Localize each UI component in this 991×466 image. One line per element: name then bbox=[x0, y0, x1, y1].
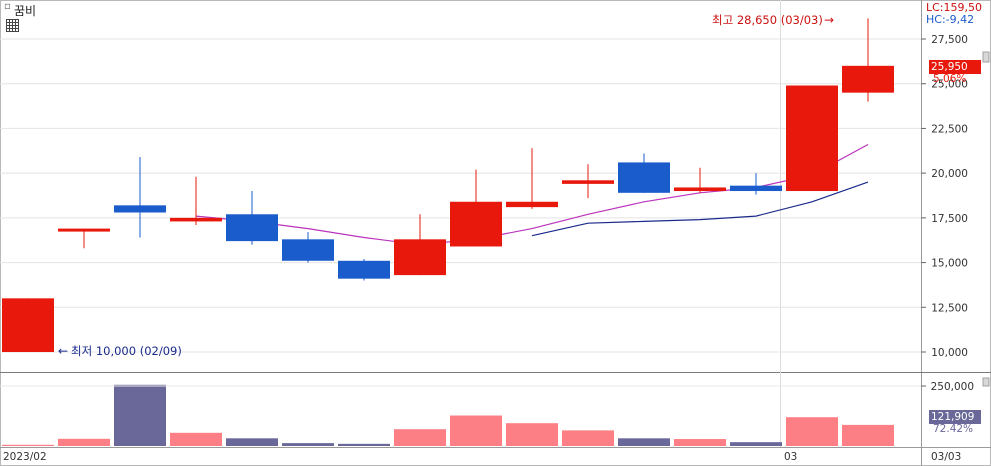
grid-toggle-icon[interactable] bbox=[6, 19, 19, 32]
candle-body bbox=[786, 85, 838, 192]
candle-body bbox=[282, 239, 334, 261]
candle bbox=[674, 167, 726, 193]
volume-bar bbox=[450, 415, 502, 446]
candle-body bbox=[58, 228, 110, 232]
candle-body bbox=[450, 201, 502, 247]
volume-bar bbox=[394, 429, 446, 446]
x-label-last: 03/03 bbox=[931, 451, 961, 463]
candle bbox=[170, 176, 222, 226]
volume-bars bbox=[2, 384, 894, 446]
high-arrow-icon: → bbox=[824, 13, 834, 27]
current-price-badge: 25,950 bbox=[929, 60, 981, 74]
price-change-label: 5.06% bbox=[933, 73, 967, 85]
candle bbox=[114, 157, 166, 238]
volume-bar bbox=[282, 443, 334, 446]
candle bbox=[338, 258, 390, 281]
candles bbox=[2, 18, 894, 352]
price-gridlines bbox=[0, 38, 921, 353]
candle bbox=[450, 169, 502, 247]
candle bbox=[618, 153, 670, 193]
low-arrow-icon: ← bbox=[58, 344, 68, 358]
candle bbox=[2, 298, 54, 352]
candle-body bbox=[618, 162, 670, 193]
candle-body bbox=[114, 205, 166, 213]
volume-bar bbox=[170, 432, 222, 446]
candle-body bbox=[2, 298, 54, 352]
price-tick-label: 25,000 bbox=[931, 79, 968, 91]
volume-bar bbox=[226, 438, 278, 446]
price-tick-label: 10,000 bbox=[931, 347, 968, 359]
candle bbox=[58, 228, 110, 249]
volume-bar bbox=[730, 442, 782, 446]
current-volume-badge: 121,909 bbox=[929, 410, 981, 424]
stock-name: 꿈비 bbox=[14, 4, 37, 18]
volume-bar bbox=[58, 438, 110, 446]
volume-bar bbox=[562, 430, 614, 446]
volume-bar bbox=[674, 439, 726, 446]
candle-body bbox=[730, 185, 782, 192]
candle bbox=[506, 148, 558, 209]
price-tick-label: 15,000 bbox=[931, 258, 968, 270]
price-scroll-handle[interactable] bbox=[982, 51, 990, 63]
candle-body bbox=[338, 260, 390, 279]
price-tick-label: 22,500 bbox=[931, 123, 968, 135]
candle bbox=[730, 173, 782, 195]
hc-indicator: HC:-9,42 bbox=[926, 13, 975, 26]
volume-bar bbox=[114, 384, 166, 446]
volume-axis-ticks: 250,000 bbox=[0, 381, 974, 393]
volume-bar bbox=[2, 444, 54, 446]
candle bbox=[226, 191, 278, 245]
volume-bar bbox=[842, 424, 894, 446]
volume-ratio-label: 72.42% bbox=[933, 423, 974, 435]
candle bbox=[562, 164, 614, 199]
ma-long-line bbox=[531, 181, 869, 237]
candle bbox=[842, 18, 894, 102]
candle-body bbox=[674, 187, 726, 192]
candle-body bbox=[394, 239, 446, 276]
price-tick-label: 27,500 bbox=[931, 34, 968, 46]
price-tick-label: 12,500 bbox=[931, 302, 968, 314]
volume-tick-label: 250,000 bbox=[931, 381, 974, 393]
candle-body bbox=[226, 214, 278, 242]
x-label-month: 03 bbox=[784, 451, 797, 463]
candle-body bbox=[562, 180, 614, 184]
high-annotation: 최고 28,650 (03/03) bbox=[712, 13, 823, 27]
price-axis-ticks: 10,000 12,500 15,000 17,500 20,000 22,500 25,0… bbox=[921, 34, 968, 359]
price-tick-label: 17,500 bbox=[931, 213, 968, 225]
volume-bar bbox=[618, 438, 670, 446]
price-tick-label: 20,000 bbox=[931, 168, 968, 180]
candle bbox=[282, 232, 334, 263]
x-label-start: 2023/02 bbox=[3, 451, 47, 463]
candle-body bbox=[506, 201, 558, 208]
volume-bar bbox=[506, 423, 558, 446]
minimize-icon[interactable]: ▫ bbox=[4, 1, 11, 12]
candle-body bbox=[842, 65, 894, 93]
candle bbox=[786, 85, 838, 192]
low-annotation: 최저 10,000 (02/09) bbox=[71, 344, 182, 358]
candle-body bbox=[170, 217, 222, 222]
volume-bar bbox=[338, 443, 390, 446]
candle bbox=[394, 214, 446, 276]
lc-indicator: LC:159,50 bbox=[926, 1, 983, 14]
volume-bar bbox=[786, 417, 838, 446]
volume-scroll-handle[interactable] bbox=[982, 377, 990, 387]
